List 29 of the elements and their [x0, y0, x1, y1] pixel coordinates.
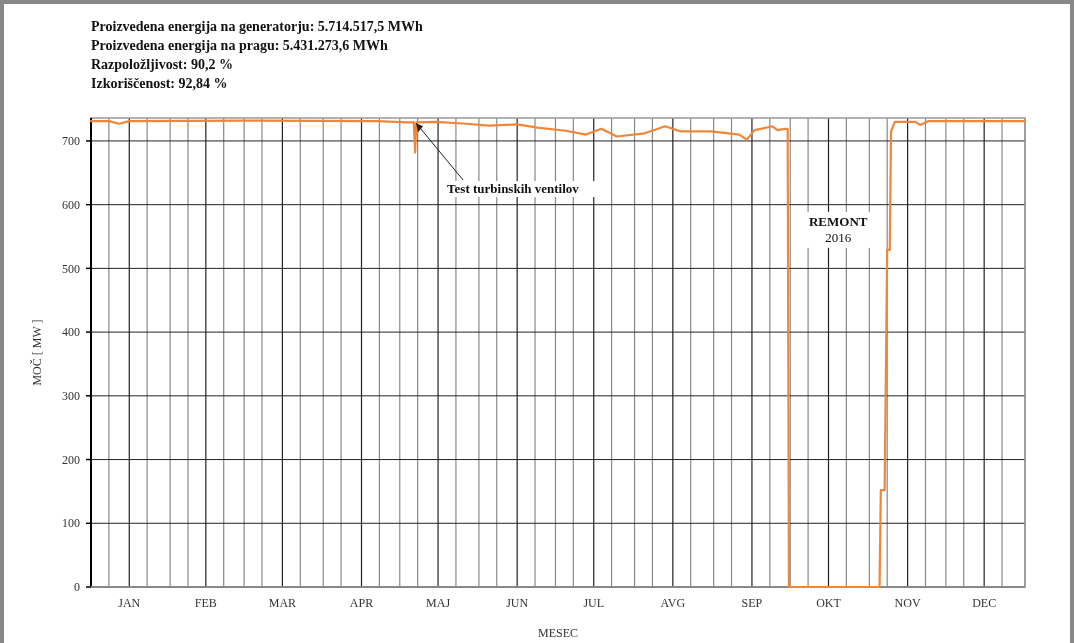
chart-title: Proizvedena energija na generatorju: 5.714.517,5 MWh — [91, 19, 424, 34]
y-tick-label: 0 — [74, 580, 80, 595]
text: Razpoložljivost: 90,2 % — [91, 57, 233, 72]
x-tick-label: FEB — [194, 596, 217, 610]
x-tick-label: JUN — [506, 596, 529, 610]
x-tick-label: DEC — [972, 596, 997, 610]
annotation: Test turbinskih ventilov — [447, 181, 580, 196]
x-tick-label: OKT — [816, 596, 842, 610]
line-series — [89, 119, 1027, 589]
x-tick-label: JUL — [583, 596, 605, 610]
y-tick-label: 600 — [62, 197, 80, 212]
y-tick-label: 700 — [62, 134, 80, 149]
x-tick-label: APR — [349, 596, 374, 610]
text: Izkoriščenost: 92,84 % — [91, 76, 228, 91]
x-tick-label: MAJ — [426, 596, 451, 610]
x-axis-title: MESEC — [537, 626, 579, 640]
y-tick-label: 200 — [62, 452, 80, 467]
y-tick-label: 500 — [62, 261, 80, 276]
y-tick-label: 100 — [62, 516, 80, 531]
text: Proizvedena energija na pragu: 5.431.273,6 MWh — [91, 38, 389, 53]
x-tick-label: JAN — [118, 596, 141, 610]
x-tick-label: AVG — [660, 596, 686, 610]
x-tick-label: NOV — [894, 596, 921, 610]
x-tick-label: MAR — [268, 596, 297, 610]
annotation: REMONT 2016 — [808, 213, 868, 245]
y-tick-label: 400 — [62, 325, 80, 340]
y-tick-label: 300 — [62, 389, 80, 404]
y-axis-title: MOČ [ MW ] — [30, 319, 44, 386]
x-tick-label: SEP — [741, 596, 763, 610]
